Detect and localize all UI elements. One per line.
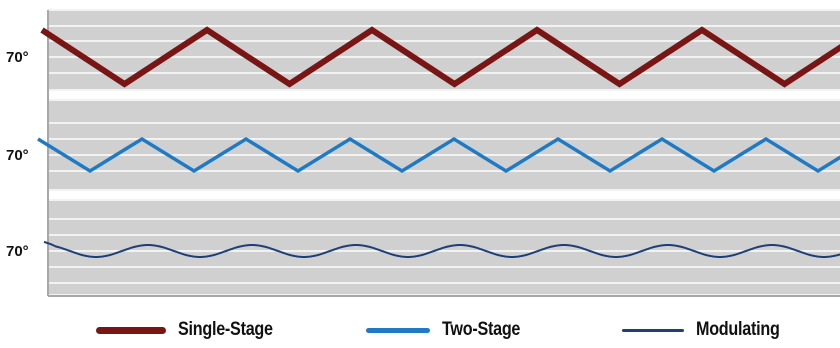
legend-swatch-two-stage — [366, 327, 430, 333]
legend-swatch-single-stage — [96, 326, 166, 334]
y-tick-label: 70° — [6, 49, 29, 66]
y-tick-label: 70° — [6, 243, 29, 260]
legend-item-two-stage: Two-Stage — [366, 312, 534, 348]
series-lines — [37, 26, 840, 258]
legend: Single-Stage Two-Stage Modulating — [0, 312, 840, 348]
series-line-single-stage — [40, 26, 840, 88]
plot-axes — [47, 10, 840, 297]
series-line-modulating — [43, 241, 840, 258]
legend-item-modulating: Modulating — [622, 312, 794, 348]
y-tick-labels: 70° 70° 70° — [6, 49, 29, 260]
legend-swatch-modulating — [622, 328, 684, 332]
legend-label-two-stage: Two-Stage — [442, 319, 521, 340]
legend-label-single-stage: Single-Stage — [178, 319, 273, 340]
series-line-two-stage — [37, 136, 840, 174]
legend-item-single-stage: Single-Stage — [96, 312, 289, 348]
y-tick-label: 70° — [6, 147, 29, 164]
legend-label-modulating: Modulating — [696, 319, 780, 340]
